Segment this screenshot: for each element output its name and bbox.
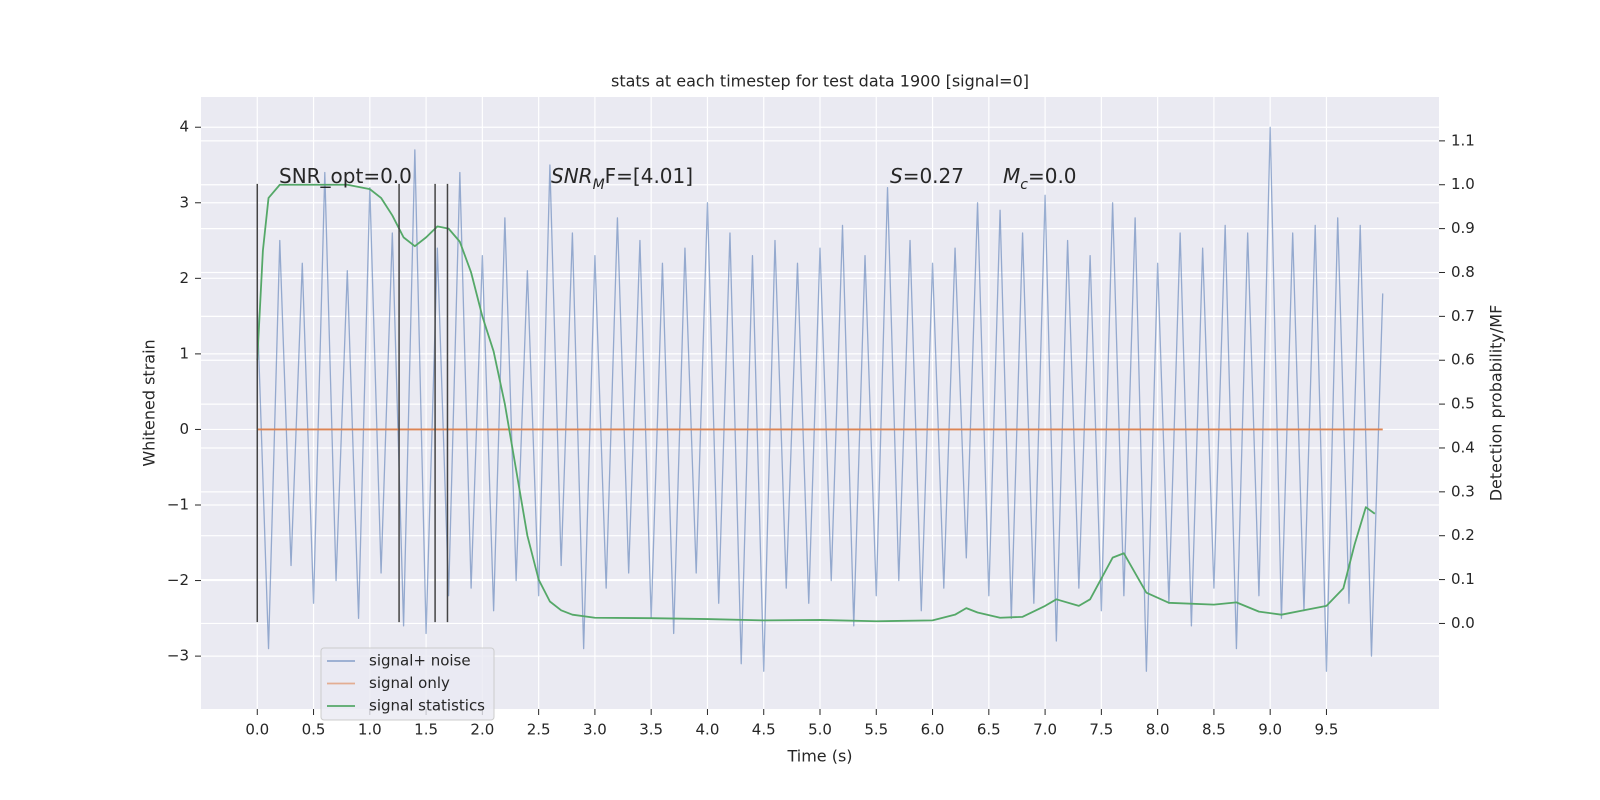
- annotation-part: SNR: [551, 164, 593, 188]
- x-tick-label: 5.0: [808, 721, 832, 739]
- annotation: SNRMF=[4.01]: [551, 164, 693, 194]
- y2-tick-label: 0.7: [1451, 307, 1475, 325]
- y2-tick-label: 0.9: [1451, 219, 1475, 237]
- x-tick-label: 0.5: [302, 721, 326, 739]
- y-tick-label: −2: [167, 571, 189, 589]
- annotation: SNR_opt=0.0: [279, 164, 412, 188]
- y2-tick-label: 0.4: [1451, 438, 1475, 456]
- series-line: [256, 183, 1376, 623]
- annotation-part: M: [1003, 164, 1020, 188]
- x-tick-label: 7.0: [1033, 721, 1057, 739]
- x-tick-label: 4.0: [696, 721, 720, 739]
- x-tick-label: 1.5: [414, 721, 438, 739]
- y-axis-label: Whitened strain: [140, 339, 159, 466]
- y-tick-label: 1: [179, 344, 189, 362]
- x-tick-label: 2.5: [527, 721, 551, 739]
- x-tick-label: 6.0: [921, 721, 945, 739]
- annotation-part: M: [593, 177, 605, 193]
- y2-tick-label: 0.1: [1451, 570, 1475, 588]
- x-tick-label: 0.0: [245, 721, 269, 739]
- y-tick-label: −3: [167, 647, 189, 665]
- y-tick-label: 3: [179, 193, 189, 211]
- y2-tick-label: 0.8: [1451, 263, 1475, 281]
- y-tick-label: 0: [179, 420, 189, 438]
- chart-title: stats at each timestep for test data 190…: [611, 72, 1029, 91]
- series-line: [256, 126, 1384, 672]
- annotation-part: =0.27: [903, 164, 964, 188]
- y2-tick-label: 0.3: [1451, 482, 1475, 500]
- y-tick-label: −1: [167, 496, 189, 514]
- x-tick-label: 5.5: [864, 721, 888, 739]
- y2-tick-label: 0.6: [1451, 351, 1475, 369]
- legend-box: [320, 647, 495, 721]
- annotation-part: F=[4.01]: [605, 164, 693, 188]
- x-tick-label: 4.5: [752, 721, 776, 739]
- y-tick-label: 4: [179, 118, 189, 136]
- y2-tick-label: 0.2: [1451, 526, 1475, 544]
- x-tick-label: 6.5: [977, 721, 1001, 739]
- annotation: Mc=0.0: [1003, 164, 1077, 194]
- y2-axis-label: Detection probability/MF: [1487, 305, 1506, 502]
- annotation-part: c: [1020, 177, 1028, 193]
- x-tick-label: 3.0: [583, 721, 607, 739]
- legend-label: signal+ noise: [369, 652, 471, 670]
- x-tick-label: 8.5: [1202, 721, 1226, 739]
- y-tick-label: 2: [179, 269, 189, 287]
- y2-tick-label: 0.5: [1451, 395, 1475, 413]
- legend-label: signal statistics: [369, 697, 485, 715]
- annotation: S=0.27: [890, 164, 964, 188]
- x-axis-label: Time (s): [786, 747, 852, 766]
- y2-tick-label: 0.0: [1451, 614, 1475, 632]
- legend-label: signal only: [369, 674, 450, 692]
- annotation-part: S: [890, 164, 903, 188]
- x-tick-label: 9.5: [1315, 721, 1339, 739]
- x-tick-label: 2.0: [470, 721, 494, 739]
- x-tick-label: 1.0: [358, 721, 382, 739]
- x-tick-label: 3.5: [639, 721, 663, 739]
- y2-tick-label: 1.1: [1451, 131, 1475, 149]
- annotation-part: =0.0: [1028, 164, 1077, 188]
- x-tick-label: 7.5: [1089, 721, 1113, 739]
- y2-tick-label: 1.0: [1451, 175, 1475, 193]
- x-tick-label: 8.0: [1146, 721, 1170, 739]
- x-tick-label: 9.0: [1258, 721, 1282, 739]
- annotation-part: SNR_opt=0.0: [279, 164, 412, 188]
